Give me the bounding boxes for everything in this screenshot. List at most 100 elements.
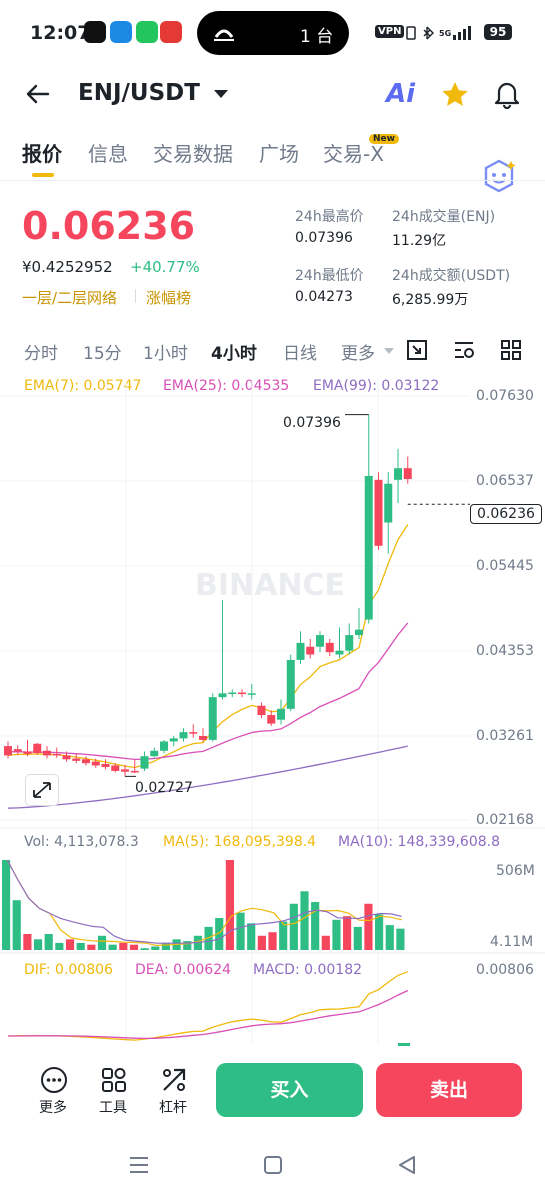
expand-chart-button[interactable] <box>25 774 59 806</box>
fullscreen-icon[interactable] <box>405 338 429 362</box>
tab-square[interactable]: 广场 <box>259 142 299 166</box>
volume-bar <box>300 891 309 950</box>
interval-time[interactable]: 分时 <box>24 344 58 364</box>
new-badge: New <box>369 134 399 144</box>
candle <box>52 753 61 756</box>
layer-tag-link[interactable]: 一层/二层网络 <box>22 289 118 307</box>
volume-bar <box>396 928 405 950</box>
more-label[interactable]: 更多 <box>39 1100 67 1116</box>
macd-lines <box>7 971 410 1046</box>
candle <box>150 750 159 757</box>
home-icon[interactable] <box>262 1155 284 1175</box>
candles <box>4 414 470 777</box>
candle <box>199 736 207 740</box>
volume-bar <box>108 944 117 950</box>
volume-bar <box>215 917 224 950</box>
volume-bar <box>225 860 234 950</box>
volume-bar <box>55 942 64 950</box>
recents-icon[interactable] <box>128 1155 150 1175</box>
leverage-icon[interactable] <box>160 1066 188 1094</box>
ema-lines <box>7 524 409 809</box>
grid-layout-icon[interactable] <box>499 338 523 362</box>
sell-button[interactable]: 卖出 <box>376 1063 522 1117</box>
xiaohongshu-icon <box>160 21 182 43</box>
interval-1d[interactable]: 日线 <box>283 344 317 364</box>
tools-label[interactable]: 工具 <box>99 1100 127 1116</box>
assistant-bot-icon[interactable] <box>480 158 518 196</box>
vol-axis-max: 506M <box>496 863 535 879</box>
cny-price: ¥0.4252952 <box>22 258 113 276</box>
candle <box>208 697 217 740</box>
volume-bar <box>33 939 43 950</box>
volume-bar <box>12 900 21 950</box>
candle <box>277 708 285 720</box>
status-bar: 12:07 1 台 VPN 5G 95 <box>0 0 545 66</box>
more-icon[interactable] <box>40 1066 68 1094</box>
back-nav-icon[interactable] <box>396 1155 418 1175</box>
chevron-down-icon[interactable] <box>214 90 228 98</box>
candle <box>364 475 373 620</box>
tab-quote[interactable]: 报价 <box>22 142 62 166</box>
candle <box>169 738 178 742</box>
volume-bar <box>151 946 160 950</box>
candle <box>179 732 188 739</box>
back-arrow-icon[interactable] <box>24 80 52 108</box>
chevron-down-icon[interactable] <box>384 348 394 354</box>
candle <box>72 758 81 761</box>
candle <box>111 765 120 771</box>
candle <box>384 483 393 523</box>
volume-bar <box>289 903 298 950</box>
candle <box>247 693 256 695</box>
volume-bar <box>183 941 192 950</box>
axis-label: 0.03261 <box>476 728 534 744</box>
tab-trading-data[interactable]: 交易数据 <box>153 142 233 166</box>
low-value: 0.04273 <box>295 289 353 305</box>
divider <box>135 289 136 303</box>
ema-line <box>7 745 408 809</box>
turnover-value: 6,285.99万 <box>392 292 469 308</box>
interval-4h[interactable]: 4小时 <box>211 344 257 364</box>
tab-trade-x[interactable]: 交易-X <box>323 142 384 166</box>
buy-button[interactable]: 买入 <box>216 1063 363 1117</box>
macd-line <box>7 971 409 1041</box>
vpn-badge: VPN <box>375 25 405 38</box>
tiktok-icon <box>84 21 106 43</box>
tools-icon[interactable] <box>100 1066 128 1094</box>
volume-bar <box>353 926 362 950</box>
binance-watermark: BINANCE <box>195 568 345 603</box>
volume-bar <box>247 923 256 950</box>
app-icon <box>110 21 132 43</box>
candle <box>355 629 363 636</box>
volume-bar <box>385 925 394 950</box>
candle <box>160 741 168 751</box>
axis-label: 0.04353 <box>476 643 534 659</box>
active-tab-indicator <box>32 173 54 177</box>
bell-icon[interactable] <box>493 79 521 109</box>
volume-ma-line <box>6 859 402 947</box>
pair-selector[interactable]: ENJ/USDT <box>78 80 200 106</box>
candle <box>257 705 266 716</box>
interval-more[interactable]: 更多 <box>341 344 375 364</box>
expand-icon <box>33 782 51 798</box>
ai-button[interactable]: Ai <box>386 79 416 109</box>
volume-bar <box>268 932 277 950</box>
high-marker: 0.07396 <box>283 415 341 431</box>
indicator-settings-icon[interactable] <box>452 338 476 362</box>
volume-bar <box>257 935 266 950</box>
vol-ma5-label: MA(5): 168,095,398.4 <box>163 834 317 850</box>
volume-ma-line <box>6 859 402 944</box>
interval-1h[interactable]: 1小时 <box>143 344 188 364</box>
ema-line <box>8 622 409 761</box>
volume-bar <box>65 939 75 950</box>
tab-info[interactable]: 信息 <box>88 142 128 166</box>
candle <box>13 749 22 752</box>
gainers-link[interactable]: 涨幅榜 <box>146 289 192 307</box>
interval-15m[interactable]: 15分 <box>83 344 122 364</box>
high-label: 24h最高价 <box>295 209 364 225</box>
vol-axis-min: 4.11M <box>490 934 534 950</box>
kline-chart[interactable]: BINANCE <box>0 370 545 1050</box>
star-icon[interactable] <box>440 80 470 108</box>
axis-label: 0.05445 <box>476 558 534 574</box>
ema99-label: EMA(99): 0.03122 <box>313 378 440 394</box>
leverage-label[interactable]: 杠杆 <box>159 1100 187 1116</box>
